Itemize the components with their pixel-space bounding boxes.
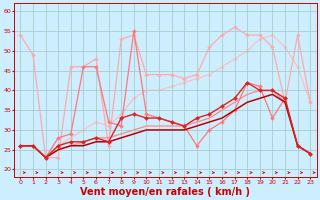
X-axis label: Vent moyen/en rafales ( km/h ): Vent moyen/en rafales ( km/h ) xyxy=(80,187,250,197)
